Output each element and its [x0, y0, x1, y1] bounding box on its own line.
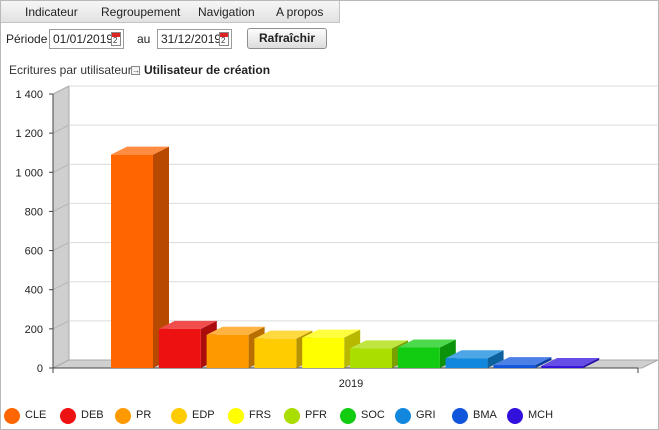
bar-face [158, 328, 201, 368]
legend-label: PR [136, 409, 152, 421]
to-label: au [137, 32, 151, 46]
bar-bma[interactable] [493, 357, 552, 368]
bar-face [206, 334, 249, 368]
bar-cle[interactable] [111, 146, 169, 368]
start-date-field[interactable]: 01/01/2019 [49, 29, 124, 49]
end-date-value: 31/12/2019 [161, 32, 222, 46]
chart-back-wall [53, 86, 638, 368]
bar-face [493, 357, 552, 366]
bar-face [254, 330, 313, 339]
legend-label: PFR [305, 409, 327, 421]
gridline-side [52, 281, 70, 291]
menu-bar: Indicateur Regroupement Navigation A pro… [1, 1, 340, 23]
bar-face [445, 358, 488, 368]
menu-regroupement[interactable]: Regroupement [101, 5, 181, 19]
bar-face [493, 365, 536, 368]
bar-face [302, 329, 361, 338]
y-tick-label: 400 [25, 285, 43, 297]
bar-face [158, 320, 217, 329]
period-toolbar: Période 01/01/2019 au 31/12/2019 Rafraîc… [1, 28, 659, 52]
gridline-side [52, 242, 70, 252]
legend-swatch [340, 408, 356, 424]
legend-swatch [284, 408, 300, 424]
bar-face [487, 350, 504, 368]
legend-label: FRS [249, 409, 271, 421]
chart-legend: CLE DEB PR EDP FRS PFR SOC GRI BMA MCH [1, 406, 659, 426]
bar-face [302, 337, 345, 368]
y-tick-label: 0 [37, 363, 43, 375]
gridline-side [52, 320, 70, 330]
bar-face [535, 357, 552, 368]
bar-face [254, 338, 297, 368]
legend-swatch [60, 408, 76, 424]
legend-label: CLE [25, 409, 47, 421]
x-tick-label: 2019 [339, 378, 363, 390]
y-tick-label: 800 [25, 206, 43, 218]
start-date-value: 01/01/2019 [53, 32, 114, 46]
legend-label: GRI [416, 409, 436, 421]
bar-face [350, 340, 408, 349]
y-tick-label: 1 000 [15, 167, 43, 179]
legend-swatch [452, 408, 468, 424]
y-tick-label: 1 400 [15, 89, 43, 101]
bar-face [111, 154, 153, 368]
gridline-side [52, 85, 70, 95]
end-date-field[interactable]: 31/12/2019 [157, 29, 232, 49]
legend-label: MCH [528, 409, 554, 421]
gridline-side [52, 124, 70, 134]
bar-face [541, 358, 600, 367]
menu-navigation[interactable]: Navigation [198, 5, 255, 19]
chart-side-wall [52, 85, 70, 369]
bar-face [541, 366, 584, 368]
legend-swatch [4, 408, 20, 424]
y-tick-label: 600 [25, 246, 43, 258]
bar-gri[interactable] [445, 350, 504, 368]
grouping-label: Ecritures par utilisateur [9, 63, 132, 77]
refresh-button[interactable]: Rafraîchir [247, 28, 327, 49]
menu-a-propos[interactable]: A propos [276, 5, 324, 19]
bar-chart: 0 200 400 600 800 1 000 1 200 1 400 2019 [15, 85, 659, 390]
calendar-icon[interactable] [111, 32, 121, 46]
bar-face [445, 350, 504, 359]
y-tick-label: 1 200 [15, 128, 43, 140]
bar-face [583, 358, 600, 368]
legend-label: SOC [361, 409, 385, 421]
period-label: Période [6, 32, 48, 46]
y-tick-label: 200 [25, 324, 43, 336]
legend-label: BMA [473, 409, 497, 421]
legend-label: EDP [192, 409, 215, 421]
legend-swatch [507, 408, 523, 424]
grouping-value[interactable]: Utilisateur de création [144, 63, 271, 77]
bar-face [397, 339, 456, 348]
bar-face [153, 146, 169, 368]
legend-swatch [395, 408, 411, 424]
calendar-icon[interactable] [219, 32, 229, 46]
gridline-side [52, 202, 70, 212]
gridline-side [52, 163, 70, 173]
legend-label: DEB [81, 409, 104, 421]
bar-mch[interactable] [541, 358, 600, 368]
bar-face [206, 326, 265, 335]
bar-face [397, 347, 440, 368]
legend-swatch [171, 408, 187, 424]
legend-swatch [115, 408, 131, 424]
drill-down-icon[interactable]: → [131, 66, 140, 75]
bar-face [350, 348, 392, 368]
bar-deb[interactable] [158, 320, 217, 368]
bar-face [111, 146, 169, 155]
menu-indicateur[interactable]: Indicateur [25, 5, 78, 19]
legend-swatch [228, 408, 244, 424]
